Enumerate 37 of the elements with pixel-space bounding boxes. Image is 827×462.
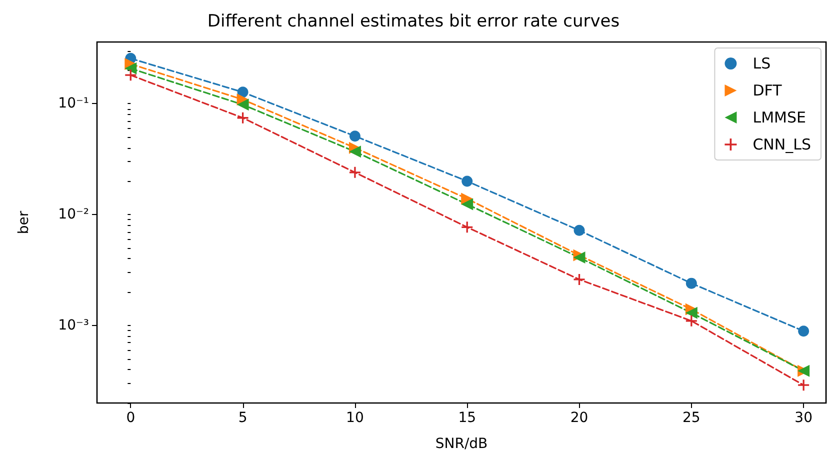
point [348, 146, 361, 158]
x-tick-label: 10 [346, 410, 364, 426]
point [124, 62, 137, 74]
point [461, 192, 474, 205]
x-tick-label: 15 [458, 410, 476, 426]
point [573, 252, 586, 264]
point [462, 176, 473, 187]
y-tick-label: 10⁻¹ [58, 96, 89, 112]
point [461, 198, 474, 210]
point [462, 222, 473, 233]
point [574, 274, 585, 285]
point [686, 315, 697, 326]
point [685, 306, 698, 319]
legend-label: DFT [752, 82, 783, 100]
x-tick-label: 0 [126, 410, 136, 426]
point [798, 326, 810, 337]
legend-label: LS [752, 54, 771, 72]
point [798, 380, 810, 391]
legend-label: LMMSE [752, 108, 806, 126]
x-tick-label: 5 [238, 410, 248, 426]
x-axis-title: SNR/dB [435, 436, 488, 452]
y-axis-title: ber [16, 210, 32, 234]
x-tick-label: 25 [682, 410, 700, 426]
point [349, 130, 360, 142]
legend-label: CNN_LS [752, 136, 812, 154]
y-tick-label: 10⁻² [58, 206, 89, 223]
point [686, 278, 697, 289]
y-tick-label: 10⁻³ [58, 317, 89, 334]
point [574, 224, 585, 236]
point [349, 166, 360, 178]
point [236, 98, 249, 111]
point [125, 70, 136, 81]
point [237, 112, 248, 124]
chart-title: Different channel estimates bit error rate curves [207, 12, 620, 32]
x-tick-label: 20 [570, 410, 588, 426]
x-tick-label: 30 [794, 410, 812, 426]
point [237, 86, 248, 98]
